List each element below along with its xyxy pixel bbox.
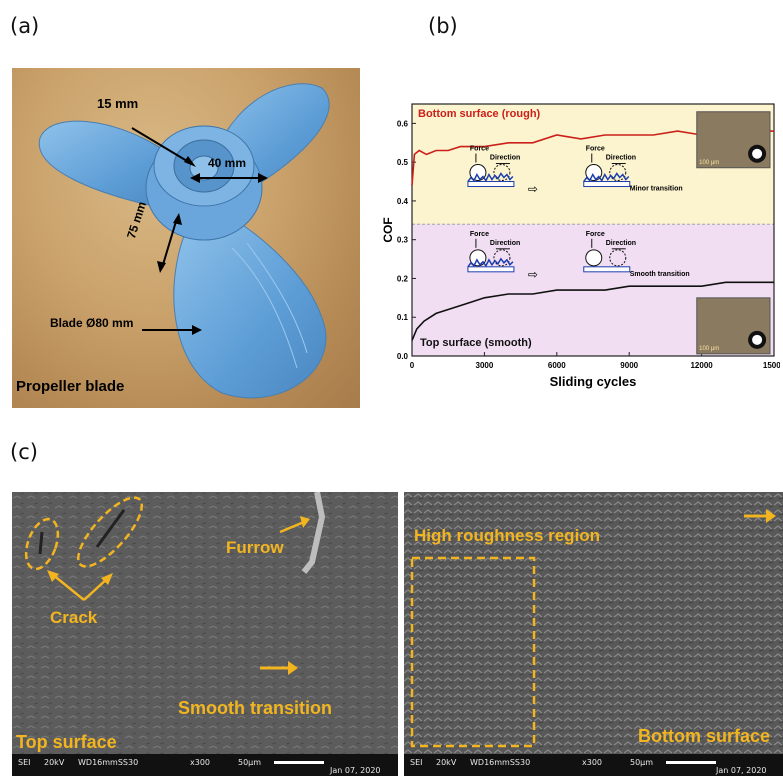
inset-scale-label: 100 μm — [699, 160, 719, 166]
sem-voltage: 20kV — [436, 758, 457, 767]
x-tick-label: 9000 — [620, 361, 638, 370]
propeller-photo: 15 mm 40 mm 75 mm Blade Ø80 mm Propeller… — [12, 68, 360, 408]
series-line-top-surface — [411, 281, 774, 341]
ball-outline-icon — [609, 164, 627, 182]
transition-label: Smooth transition — [630, 271, 690, 278]
sem-magnification: x300 — [582, 758, 603, 767]
series-label-top-surface: Top surface (smooth) — [420, 337, 532, 349]
y-tick-label: 0.0 — [397, 352, 409, 361]
rough-peaks — [467, 172, 514, 182]
sem-scale-label: 50μm — [630, 758, 654, 767]
sem-mode: SEI — [18, 758, 31, 767]
crack-outline-2 — [76, 496, 144, 568]
panel-c-label: (c) — [10, 440, 38, 464]
direction-label: Direction — [606, 155, 636, 162]
rough-peaks — [467, 257, 514, 268]
sem-date: Jan 07, 2020 — [716, 766, 767, 775]
ball-outline-icon — [493, 164, 511, 182]
sem-voltage: 20kV — [44, 758, 65, 767]
rough-peaks — [583, 172, 630, 182]
transition-label: Minor transition — [630, 186, 683, 193]
force-label: Force — [586, 146, 605, 153]
top-surface-label: Top surface — [16, 732, 117, 752]
sem-mode: SEI — [410, 758, 423, 767]
crack-outline-1 — [24, 517, 60, 571]
y-tick-label: 0.1 — [397, 313, 409, 322]
propeller-caption: Propeller blade — [16, 378, 125, 395]
y-axis-label: COF — [381, 217, 395, 242]
transition-arrow-icon: ⇨ — [528, 267, 538, 281]
substrate — [583, 266, 631, 273]
substrate — [583, 181, 631, 188]
sem-image-bottom-surface: High roughness region Bottom surface SEI… — [404, 492, 783, 776]
direction-label: Direction — [606, 240, 636, 247]
y-tick-label: 0.6 — [397, 119, 409, 128]
y-tick-label: 0.2 — [397, 274, 409, 283]
ball-outline-icon — [609, 249, 627, 267]
crack-label: Crack — [50, 608, 98, 627]
force-label: Force — [470, 231, 489, 238]
x-tick-label: 12000 — [690, 361, 713, 370]
x-tick-label: 6000 — [548, 361, 566, 370]
sem-magnification: x300 — [190, 758, 211, 767]
panel-a-label: (a) — [10, 14, 40, 38]
sem-image-top-surface: Crack Furrow Smooth transition Top surfa… — [12, 492, 398, 776]
force-label: Force — [586, 231, 605, 238]
plot-frame — [411, 103, 775, 357]
transition-arrow-icon: ⇨ — [528, 182, 538, 196]
sem-working-distance: WD16mmSS30 — [78, 758, 139, 767]
panel-b-label: (b) — [428, 14, 458, 38]
sem-working-distance: WD16mmSS30 — [470, 758, 531, 767]
substrate — [467, 181, 515, 188]
ball-icon — [585, 249, 603, 267]
y-tick-label: 0.5 — [397, 158, 409, 167]
y-tick-label: 0.4 — [397, 197, 409, 206]
x-tick-label: 15000 — [763, 361, 780, 370]
propeller-illustration — [38, 83, 330, 399]
direction-label: Direction — [490, 155, 520, 162]
inset-micrograph-rough — [696, 111, 771, 169]
ball-outline-icon — [493, 249, 511, 267]
high-roughness-label: High roughness region — [414, 526, 601, 545]
x-axis-label: Sliding cycles — [550, 374, 637, 389]
series-label-bottom-surface: Bottom surface (rough) — [418, 108, 541, 120]
direction-label: Direction — [490, 240, 520, 247]
x-tick-label: 0 — [410, 361, 415, 370]
high-roughness-box — [410, 556, 536, 748]
sem-info-bar — [12, 754, 398, 776]
dim-15-label: 15 mm — [97, 96, 139, 111]
sem-date: Jan 07, 2020 — [330, 766, 381, 775]
sem-info-bar — [404, 754, 783, 776]
sem-scale-bar — [666, 761, 716, 764]
dim-40-label: 40 mm — [208, 156, 247, 170]
blade-diameter-label: Blade Ø80 mm — [50, 316, 134, 330]
y-tick-label: 0.3 — [397, 236, 409, 245]
inset-scale-label: 100 μm — [699, 346, 719, 352]
x-tick-label: 3000 — [476, 361, 494, 370]
smooth-transition-label: Smooth transition — [178, 698, 332, 718]
sem-scale-bar — [274, 761, 324, 764]
inset-spot — [752, 148, 763, 159]
substrate — [467, 266, 515, 273]
cof-chart: 0.0 0.1 0.2 0.3 0.4 0.5 0.6 0 3000 6000 9000 12000 1… — [381, 103, 780, 389]
inset-spot — [752, 334, 763, 345]
sem-scale-label: 50μm — [238, 758, 262, 767]
force-label: Force — [470, 146, 489, 153]
propeller-blade-bottom — [173, 217, 327, 399]
furrow-label: Furrow — [226, 538, 284, 557]
bottom-surface-label: Bottom surface — [638, 726, 771, 746]
